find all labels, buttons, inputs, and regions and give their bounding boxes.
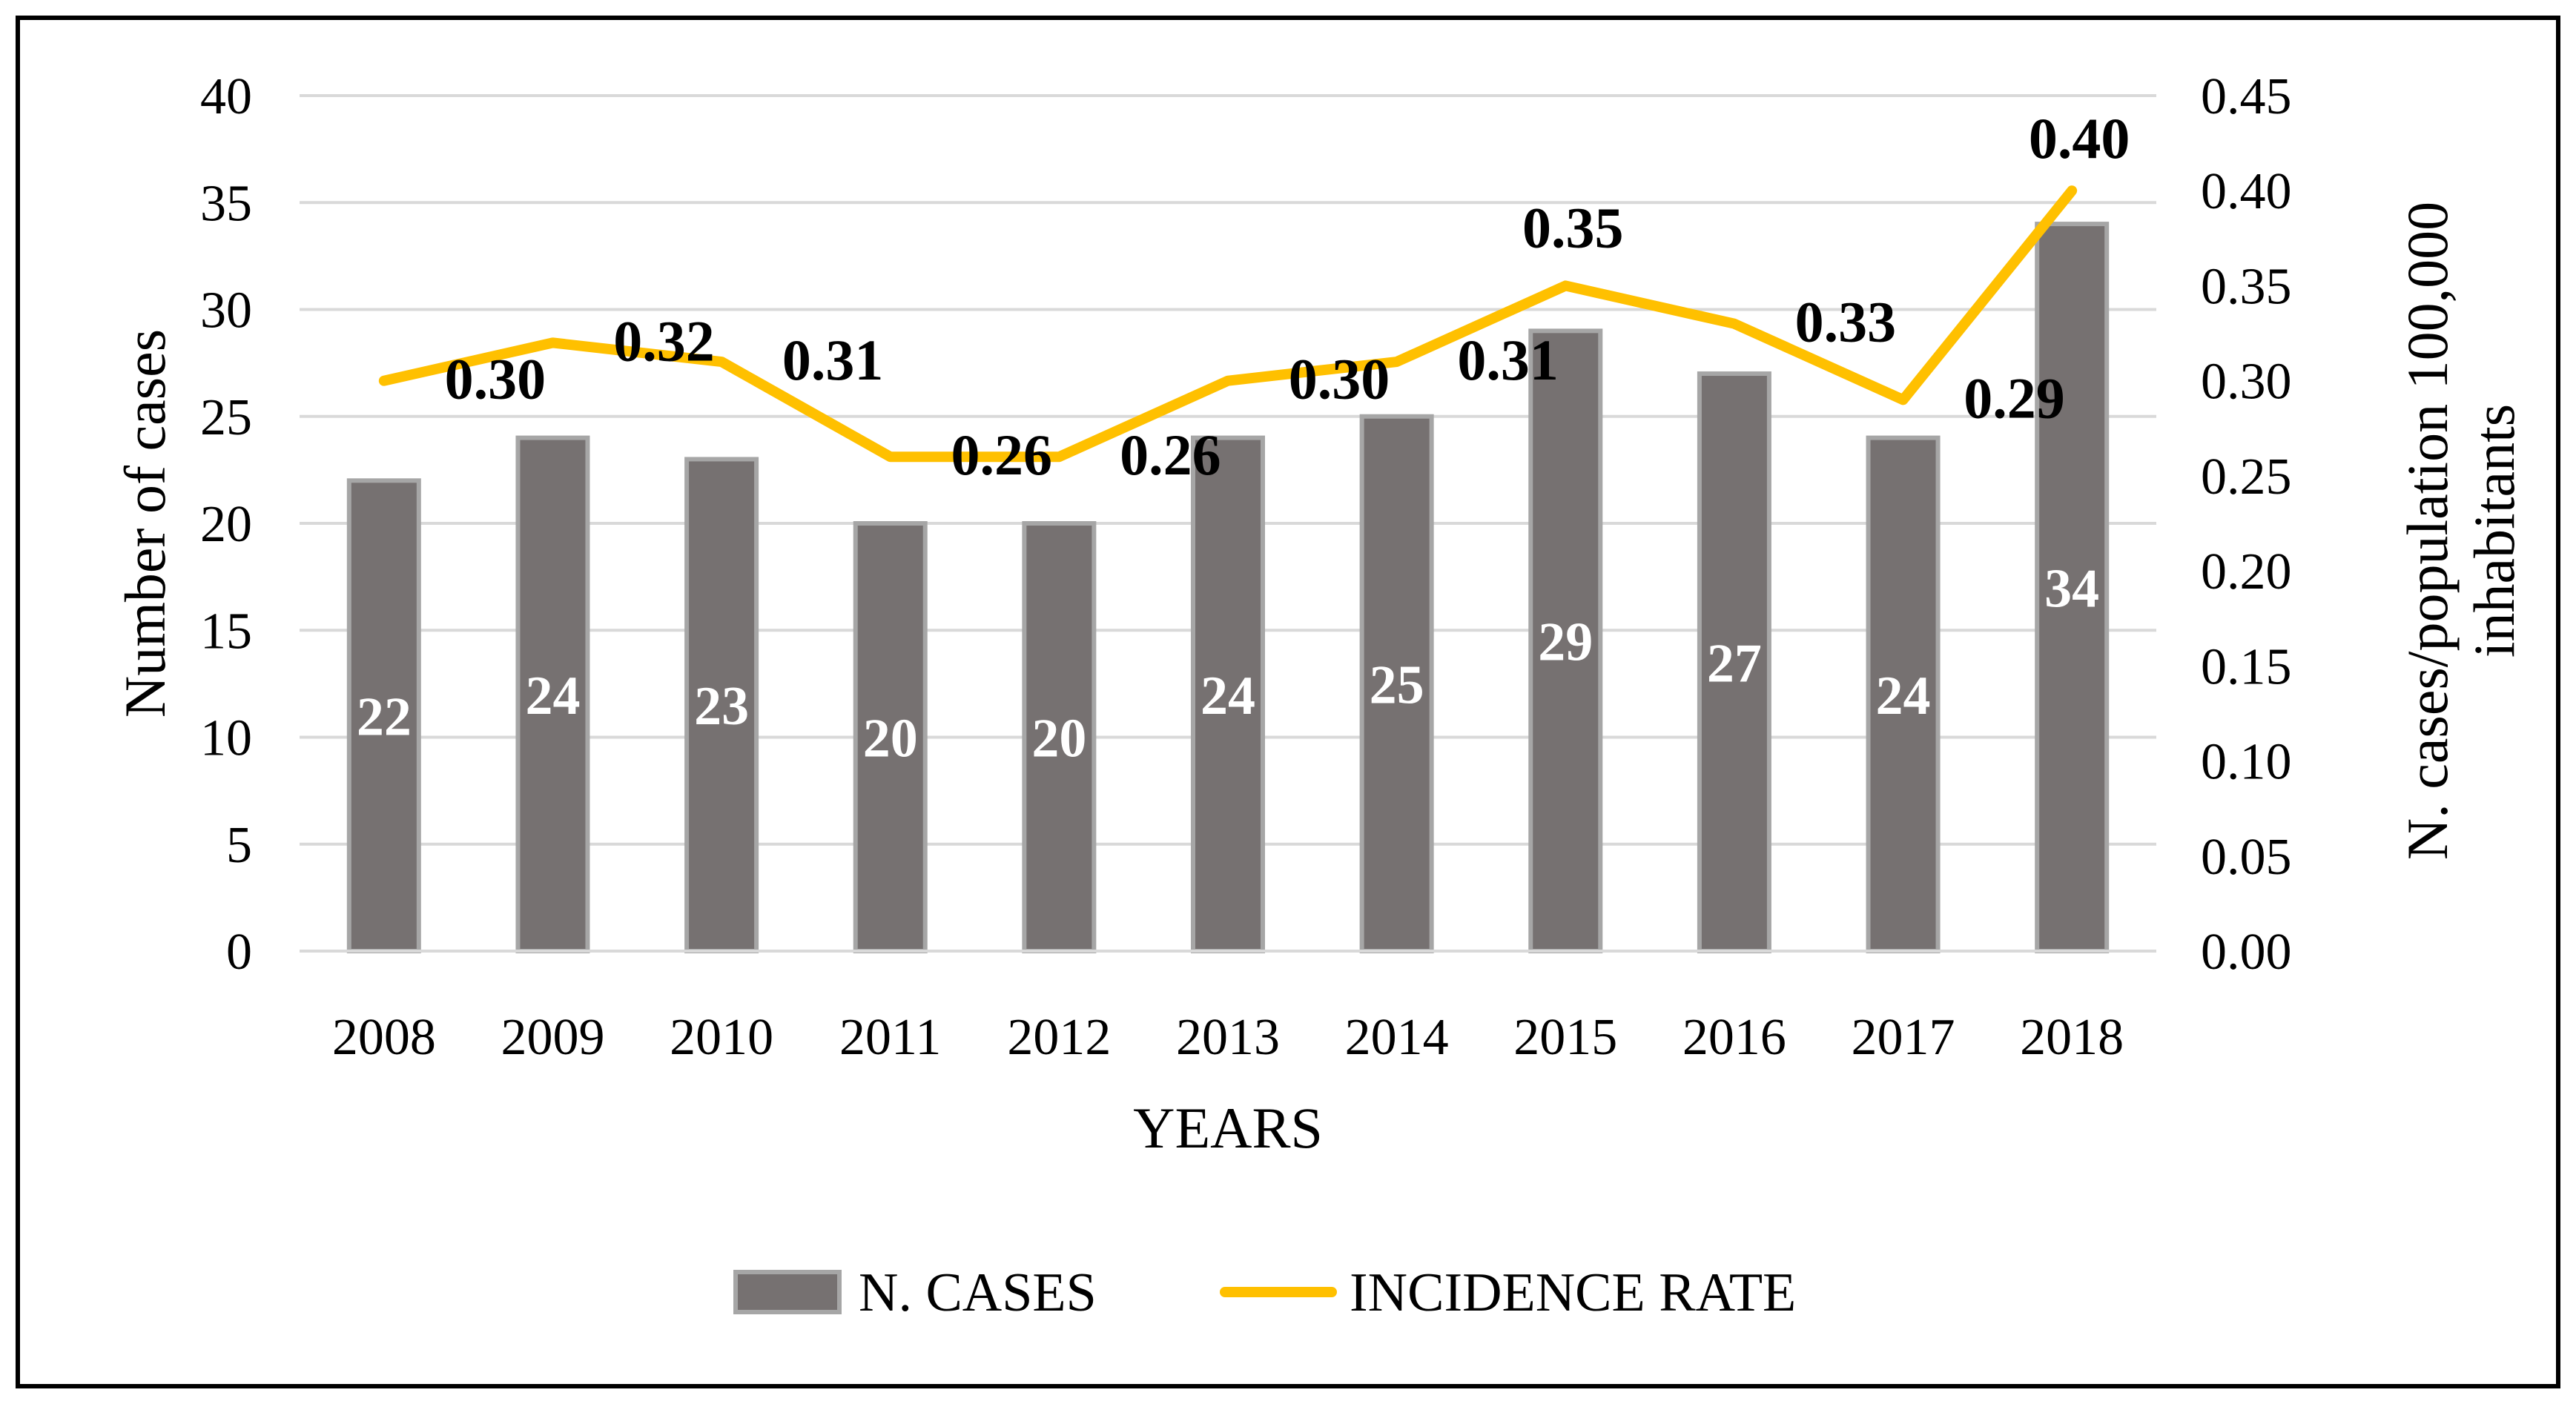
y2-tick-label-0-20: 0.20 [2201,543,2292,600]
incidence-rate-line [378,185,2078,463]
x-tick-label-2013: 2013 [1176,1009,1280,1066]
bar-value-label-2009: 24 [525,666,580,726]
rate-value-label-2018: 0.40 [2029,106,2130,170]
y2-tick-label-0-35: 0.35 [2201,258,2292,315]
y-tick-label-0: 0 [226,924,252,981]
y2-tick-label-0-05: 0.05 [2201,829,2292,886]
y-tick-label-35: 35 [200,175,252,232]
x-tick-label-2015: 2015 [1513,1009,1617,1066]
bar-value-label-2011: 20 [863,709,918,769]
rate-value-label-2008: 0.30 [445,347,546,411]
y-tick-label-15: 15 [200,603,252,660]
secondary-y-axis-title-line2: inhabitants [2462,404,2526,658]
rate-value-label-2015: 0.35 [1522,195,1624,259]
rate-value-label-2016: 0.33 [1795,290,1897,354]
bar-value-label-2010: 23 [694,676,749,737]
bar-2014 [1359,414,1434,953]
x-tick-label-2012: 2012 [1007,1009,1111,1066]
bar-series-n-cases [346,222,2110,954]
x-tick-label-2016: 2016 [1682,1009,1786,1066]
y2-tick-label-0-10: 0.10 [2201,734,2292,791]
x-tick-label-2018: 2018 [2020,1009,2124,1066]
y-tick-label-5: 5 [226,817,252,874]
y2-tick-label-0-25: 0.25 [2201,448,2292,506]
secondary-y-axis-title-line1: N. cases/population 100,000 [2395,202,2460,860]
bar-value-label-2012: 20 [1031,709,1086,769]
y-tick-label-25: 25 [200,389,252,446]
x-axis-title: YEARS [1133,1096,1323,1160]
x-tick-label-2011: 2011 [839,1009,941,1066]
bar-value-label-2015: 29 [1538,612,1593,673]
bar-2013 [1191,435,1265,953]
rate-value-label-2014: 0.31 [1457,328,1559,392]
y2-tick-label-0-00: 0.00 [2201,924,2292,981]
x-tick-label-2009: 2009 [501,1009,604,1066]
y-tick-label-30: 30 [200,282,252,340]
y2-tick-label-0-45: 0.45 [2201,68,2292,125]
bar-value-label-2018: 34 [2044,559,2099,620]
legend-label-incidence-rate: INCIDENCE RATE [1350,1262,1796,1323]
rate-value-label-2012: 0.26 [1120,423,1221,487]
rate-value-label-2013: 0.30 [1289,347,1390,411]
x-tick-label-2014: 2014 [1345,1009,1449,1066]
bar-2018 [2035,222,2110,954]
bar-value-label-2014: 25 [1370,655,1424,715]
x-tick-label-2008: 2008 [332,1009,436,1066]
y-tick-label-20: 20 [200,496,252,553]
y-tick-label-10: 10 [200,710,252,767]
legend-label-n-cases: N. CASES [859,1262,1097,1323]
rate-value-label-2017: 0.29 [1964,365,2065,430]
y-tick-label-40: 40 [200,68,252,125]
x-tick-label-2017: 2017 [1852,1009,1955,1066]
rate-value-label-2010: 0.31 [782,328,884,392]
rate-value-label-2009: 0.32 [613,308,715,373]
chart-frame [16,16,2560,1388]
bar-value-label-2016: 27 [1707,634,1762,695]
bar-value-label-2017: 24 [1876,666,1931,726]
y2-tick-label-0-15: 0.15 [2201,638,2292,695]
legend: N. CASES INCIDENCE RATE [733,1262,1796,1323]
rate-value-label-2011: 0.26 [951,423,1052,487]
bar-2015 [1528,328,1603,954]
x-tick-label-2010: 2010 [670,1009,773,1066]
y2-tick-label-0-30: 0.30 [2201,354,2292,411]
legend-swatch-n-cases [733,1270,842,1314]
line-series-incidence-rate [378,185,2078,463]
y2-tick-label-0-40: 0.40 [2201,163,2292,220]
bar-2017 [1866,435,1941,953]
bar-value-label-2008: 22 [357,687,412,748]
bar-value-label-2013: 24 [1201,666,1255,726]
data-labels: 22 24 23 20 20 24 25 29 27 24 34 0.30 0.32 0.31 0.26 0.… [357,106,2130,769]
axes: 0 5 10 15 20 25 30 35 40 0.00 0.05 0.10 0.15 0.20 0.25… [200,68,2292,1066]
y-axis-title: Number of cases [113,329,177,718]
